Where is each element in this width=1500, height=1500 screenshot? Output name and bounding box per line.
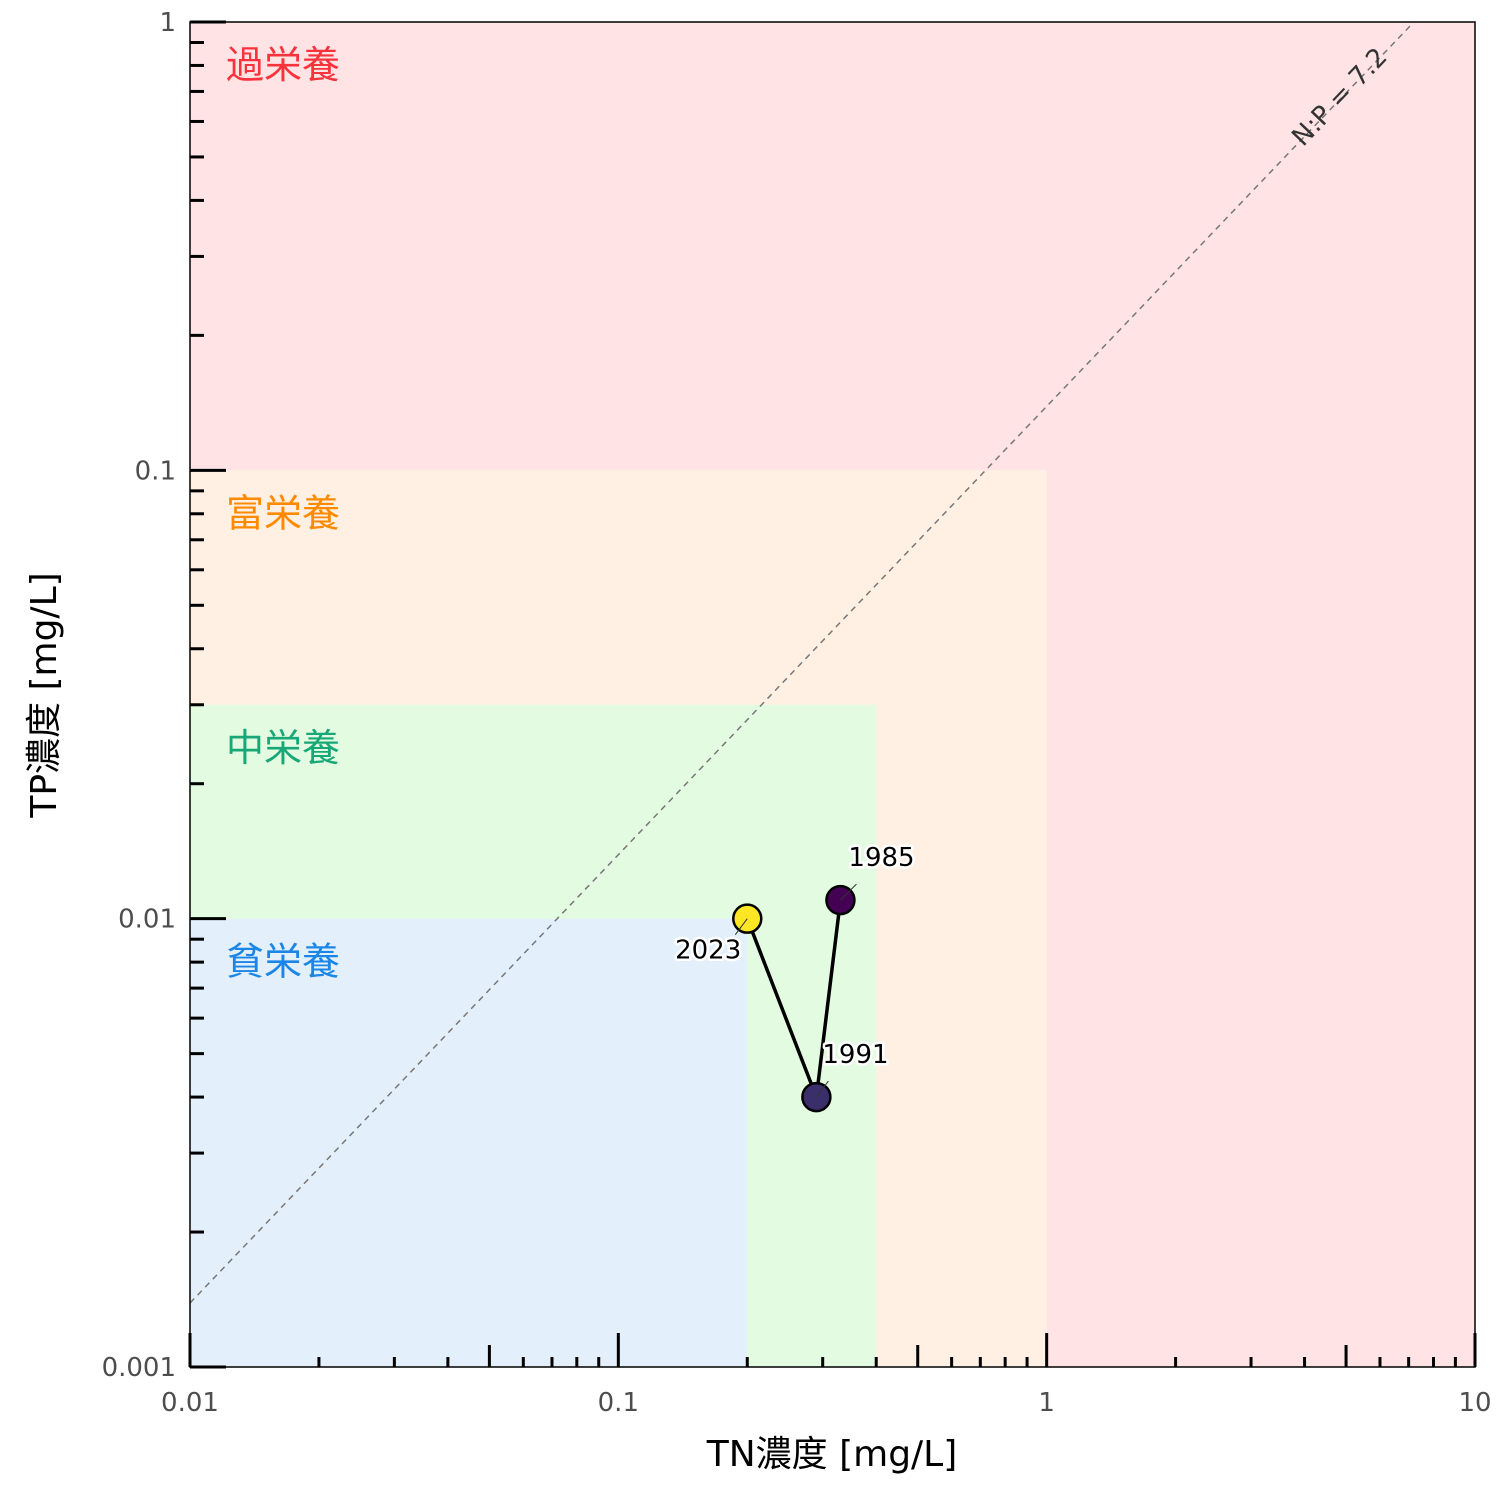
plot-frame bbox=[189, 21, 1476, 1368]
y-tick-label: 1 bbox=[159, 8, 176, 38]
x-tick-label: 0.1 bbox=[598, 1388, 639, 1418]
point-label-2023: 2023 bbox=[675, 936, 741, 966]
x-axis: 0.01 0.1 1 10 bbox=[161, 1333, 1492, 1418]
x-axis-title: TN濃度 [mg/L] bbox=[706, 1434, 958, 1475]
point-leader-1991 bbox=[815, 1080, 829, 1098]
x-tick-label: 0.01 bbox=[161, 1388, 219, 1418]
y-tick-label: 0.1 bbox=[135, 456, 176, 486]
zone-3 bbox=[190, 918, 748, 1367]
zone-label-3: 貧栄養 bbox=[226, 940, 340, 984]
zone-label-1: 富栄養 bbox=[226, 491, 340, 535]
x-tick-label: 1 bbox=[1038, 1388, 1055, 1418]
y-tick-label: 0.001 bbox=[102, 1353, 176, 1383]
point-leader-1985 bbox=[840, 883, 857, 901]
x-tick-label: 10 bbox=[1458, 1388, 1491, 1418]
y-axis: 0.001 0.01 0.1 1 bbox=[102, 8, 226, 1383]
trophic-zones bbox=[190, 22, 1475, 1367]
np-ratio-line bbox=[189, 21, 1415, 1304]
zone-label-2: 中栄養 bbox=[226, 726, 340, 770]
y-tick-label: 0.01 bbox=[118, 905, 176, 935]
point-label-1985: 1985 bbox=[848, 843, 914, 873]
point-label-1991: 1991 bbox=[822, 1040, 888, 1070]
y-axis-title: TP濃度 [mg/L] bbox=[24, 572, 65, 818]
point-leader-2023 bbox=[734, 918, 748, 935]
zone-label-0: 過栄養 bbox=[226, 43, 340, 87]
point-labels: 1985 1991 2023 bbox=[673, 841, 917, 1098]
